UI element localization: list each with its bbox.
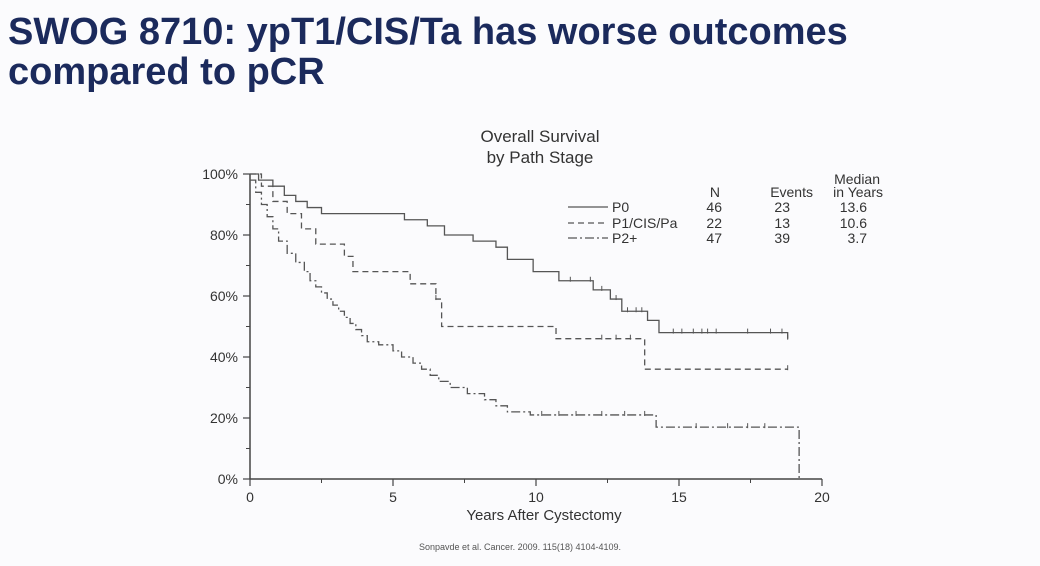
legend-row: P2+ 47 39 3.7 [568,230,867,246]
x-tick-label: 0 [246,489,254,505]
series-1 [250,173,789,340]
legend-series-name: P0 [612,199,629,215]
legend-events: 23 [774,199,790,215]
x-tick-label: 5 [389,489,397,505]
series-line [250,173,789,339]
legend-n: 47 [706,230,722,246]
y-tick-label: 0% [218,471,238,487]
legend-header-n: N [710,184,720,200]
y-tick-label: 40% [210,349,238,365]
y-tick-label: 20% [210,410,238,426]
legend-header-median-2: in Years [833,184,883,200]
x-tick-label: 20 [814,489,830,505]
axis-ticks: 0% 20% 40% 60% 80% 100% 0 5 10 15 20 [202,166,830,505]
legend-header-events: Events [770,184,813,200]
x-tick-label: 15 [671,489,687,505]
citation: Sonpavde et al. Cancer. 2009. 115(18) 41… [419,542,621,552]
y-tick-label: 60% [210,288,238,304]
y-tick-label: 100% [202,166,238,182]
legend-header-median-1: Median [834,171,880,187]
series-2 [250,173,789,371]
legend-median: 3.7 [848,230,868,246]
legend-median: 10.6 [840,215,867,231]
legend-median: 13.6 [840,199,867,215]
series-3 [250,179,800,479]
chart-title: Overall Survival [480,127,599,146]
legend: N Events Median in Years P0 46 23 13.6P1/CI… [568,171,883,246]
slide-title: SWOG 8710: ypT1/CIS/Ta has worse outcome… [8,11,848,93]
y-tick-label: 80% [210,227,238,243]
legend-series-name: P2+ [612,230,637,246]
chart-subtitle: by Path Stage [487,148,594,167]
series-line [250,173,788,370]
series-lines [250,173,800,479]
legend-series-name: P1/CIS/Pa [612,215,678,231]
legend-n: 22 [706,215,722,231]
legend-n: 46 [706,199,722,215]
series-line [250,179,800,479]
legend-row: P1/CIS/Pa 22 13 10.6 [568,215,867,231]
x-tick-label: 10 [528,489,544,505]
legend-row: P0 46 23 13.6 [568,199,867,215]
x-axis-label: Years After Cystectomy [466,507,622,524]
legend-events: 13 [774,215,790,231]
legend-events: 39 [774,230,790,246]
